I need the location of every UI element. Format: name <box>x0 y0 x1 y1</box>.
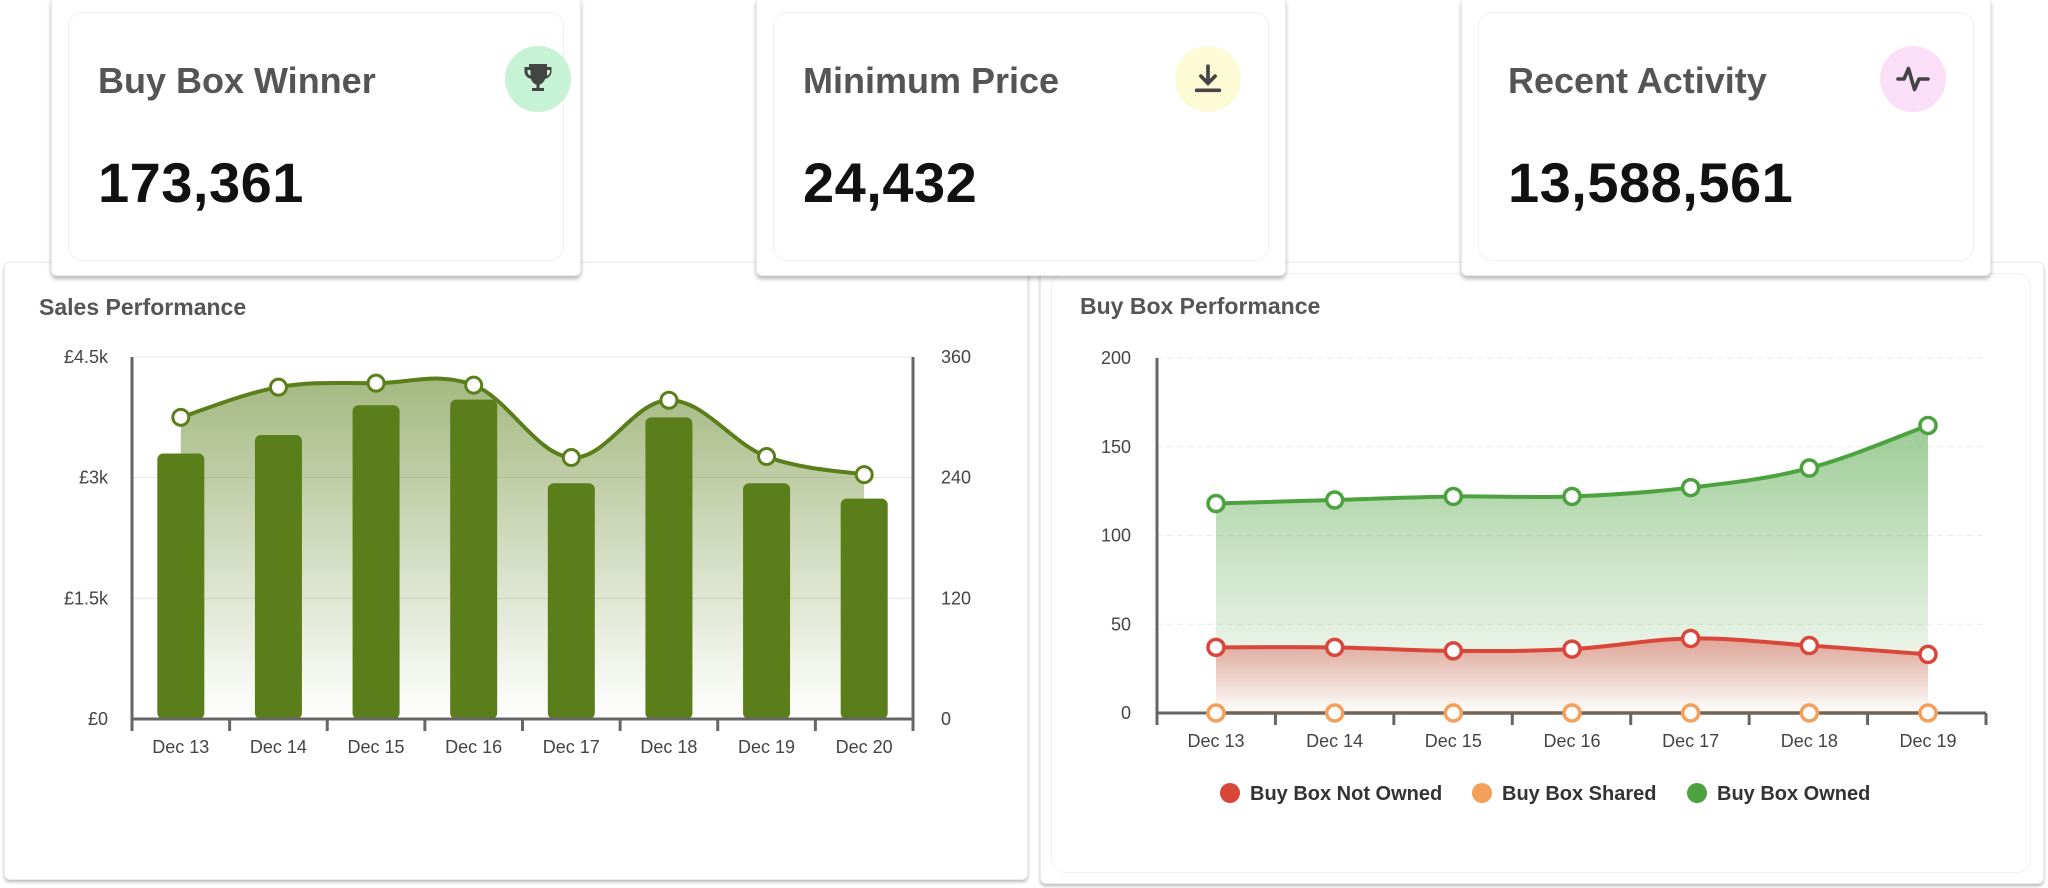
y-right-tick-label: 240 <box>941 468 971 488</box>
y-right-tick-label: 360 <box>941 347 971 367</box>
x-tick-label: Dec 19 <box>1899 731 1956 751</box>
series-point <box>1799 635 1820 656</box>
x-tick-label: Dec 14 <box>1306 731 1363 751</box>
line-point <box>268 377 288 397</box>
x-tick-label: Dec 15 <box>348 737 405 757</box>
series-point <box>1918 703 1938 723</box>
bar <box>743 483 791 719</box>
legend-label: Buy Box Owned <box>1717 783 1870 805</box>
bar <box>352 405 400 719</box>
series-point <box>1324 637 1345 658</box>
x-tick-label: Dec 13 <box>152 737 209 757</box>
kpi-value: 173,361 <box>98 151 304 214</box>
series-point <box>1324 490 1345 510</box>
x-tick-label: Dec 16 <box>1543 731 1600 751</box>
series-point <box>1206 637 1226 658</box>
series-area <box>1216 638 1928 713</box>
bar <box>840 498 888 719</box>
buy-box-performance-chart: Dec 13 Dec 14 Dec 15 Dec 16 Dec 17 Dec 18 Dec … <box>1101 348 1988 805</box>
kpi-title: Buy Box Winner <box>98 60 376 101</box>
y-tick-label: 150 <box>1101 437 1131 457</box>
x-tick-label: Dec 18 <box>640 737 697 757</box>
trophy-icon <box>505 46 571 112</box>
legend-label: Buy Box Shared <box>1502 783 1656 805</box>
line-point <box>464 375 484 395</box>
bar <box>547 483 595 719</box>
series-point <box>1680 703 1701 723</box>
y-right-tick-label: 0 <box>941 709 951 729</box>
legend-label: Buy Box Not Owned <box>1250 783 1442 805</box>
sales-performance-panel: Sales Performance Dec 13 Dec 14 Dec 15 Dec … <box>4 262 1028 880</box>
line-point <box>757 447 777 467</box>
kpi-card-recent-activity: Recent Activity 13,588,561 <box>1461 0 1991 276</box>
bar <box>450 399 498 719</box>
y-left-tick-label: £4.5k <box>64 347 109 367</box>
x-tick-label: Dec 18 <box>1781 731 1838 751</box>
series-point <box>1443 641 1464 661</box>
sales-line <box>180 376 865 477</box>
x-tick-label: Dec 15 <box>1425 731 1482 751</box>
line-point <box>171 407 191 427</box>
series-point <box>1324 703 1345 723</box>
line-point <box>366 373 386 393</box>
y-tick-label: 200 <box>1101 348 1131 368</box>
series-point <box>1562 486 1582 507</box>
y-left-tick-label: £0 <box>88 709 108 729</box>
legend-marker <box>1472 783 1492 803</box>
legend-marker <box>1220 783 1240 803</box>
series-point <box>1799 703 1820 723</box>
series-point <box>1443 703 1464 723</box>
y-left-tick-label: £1.5k <box>64 588 109 608</box>
line-point <box>561 448 581 468</box>
legend-marker <box>1687 783 1707 803</box>
kpi-value: 24,432 <box>803 151 978 214</box>
kpi-card-minimum-price: Minimum Price 24,432 <box>756 0 1286 276</box>
line-point <box>854 465 874 485</box>
activity-icon <box>1880 46 1946 112</box>
chart-title: Buy Box Performance <box>1080 293 1321 319</box>
series-point <box>1206 493 1226 514</box>
kpi-value: 13,588,561 <box>1508 151 1794 214</box>
buy-box-performance-panel: Buy Box Performance Dec 13 Dec 14 Dec 15 De… <box>1040 262 2044 884</box>
download-icon <box>1175 46 1241 112</box>
series-point <box>1680 628 1701 649</box>
kpi-card-inner <box>68 12 564 261</box>
kpi-title: Recent Activity <box>1508 60 1767 101</box>
x-tick-label: Dec 20 <box>836 737 893 757</box>
sales-performance-chart: Dec 13 Dec 14 Dec 15 Dec 16 Dec 17 Dec 18 Dec … <box>64 347 971 757</box>
kpi-title: Minimum Price <box>803 60 1060 101</box>
sales-area <box>180 378 865 719</box>
y-left-tick-label: £3k <box>79 468 109 488</box>
series-point <box>1206 703 1226 723</box>
kpi-card-buy-box-winner: Buy Box Winner 173,361 <box>51 0 581 276</box>
bar <box>157 453 205 719</box>
chart-title: Sales Performance <box>39 294 247 320</box>
series-point <box>1562 639 1582 659</box>
y-tick-label: 0 <box>1121 703 1131 723</box>
x-tick-label: Dec 17 <box>1662 731 1719 751</box>
x-tick-label: Dec 19 <box>738 737 795 757</box>
series-point <box>1680 477 1701 498</box>
y-tick-label: 50 <box>1111 614 1131 634</box>
series-point <box>1443 486 1464 507</box>
x-tick-label: Dec 16 <box>445 737 502 757</box>
x-tick-label: Dec 13 <box>1187 731 1244 751</box>
series-point <box>1799 458 1820 478</box>
x-tick-label: Dec 17 <box>543 737 600 757</box>
bar <box>254 435 302 719</box>
y-right-tick-label: 120 <box>941 588 971 608</box>
bar <box>645 417 693 719</box>
x-tick-label: Dec 14 <box>250 737 307 757</box>
series-point <box>1918 644 1938 665</box>
series-point <box>1562 703 1582 723</box>
series-point <box>1918 415 1938 436</box>
line-point <box>659 390 679 410</box>
y-tick-label: 100 <box>1101 526 1131 546</box>
